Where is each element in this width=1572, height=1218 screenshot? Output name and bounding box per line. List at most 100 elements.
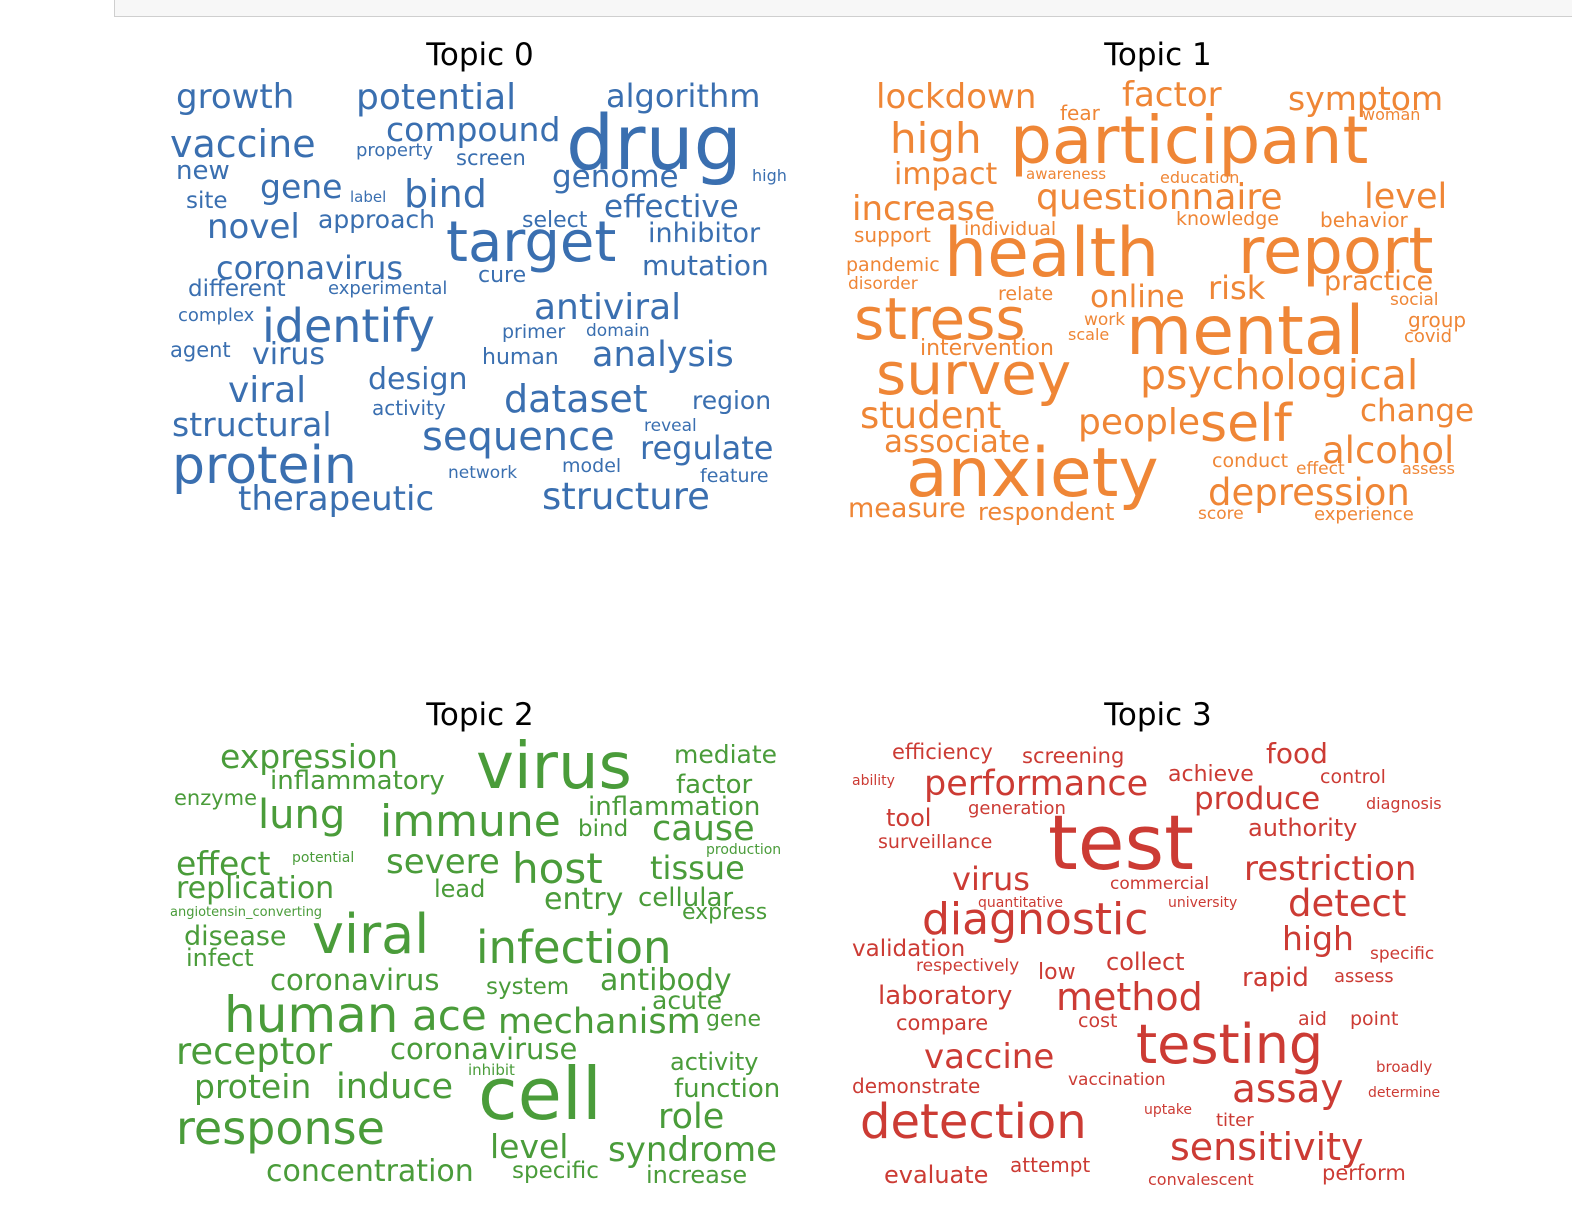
cloud-word: protein xyxy=(194,1067,312,1106)
cloud-word: different xyxy=(188,276,286,302)
cloud-word: growth xyxy=(176,77,295,117)
cloud-word: commercial xyxy=(1110,874,1210,894)
cloud-word: broadly xyxy=(1376,1058,1433,1076)
cloud-word: function xyxy=(674,1074,781,1104)
cloud-word: site xyxy=(186,188,228,214)
cloud-word: depression xyxy=(1208,471,1410,514)
cloud-word: increase xyxy=(852,189,996,229)
cloud-word: mental xyxy=(1126,292,1365,371)
cloud-word: lung xyxy=(258,792,346,838)
cloud-word: diagnosis xyxy=(1366,794,1442,813)
cloud-word: survey xyxy=(876,340,1072,408)
cloud-word: network xyxy=(448,463,518,483)
cloud-word: target xyxy=(446,210,617,275)
cloud-word: reveal xyxy=(644,416,697,436)
cloud-word: score xyxy=(1198,504,1244,524)
cloud-word: questionnaire xyxy=(1036,177,1283,218)
cloud-word: work xyxy=(1084,310,1126,330)
cloud-word: cost xyxy=(1078,1010,1118,1032)
cloud-word: level xyxy=(490,1127,569,1166)
cloud-word: regulate xyxy=(640,429,774,467)
cloud-word: ability xyxy=(852,773,895,789)
cloud-word: impact xyxy=(894,157,998,192)
cloud-word: psychological xyxy=(1140,351,1419,399)
cloud-word: anxiety xyxy=(906,434,1159,513)
cloud-word: demonstrate xyxy=(852,1074,981,1098)
cloud-word: test xyxy=(1048,798,1194,887)
cloud-word: practice xyxy=(1324,266,1434,297)
cloud-word: tissue xyxy=(650,849,745,887)
cloud-word: replication xyxy=(176,871,335,906)
cloud-word: assess xyxy=(1402,459,1455,478)
cloud-word: produce xyxy=(1194,781,1321,817)
cloud-word: vaccination xyxy=(1068,1070,1166,1090)
cloud-word: low xyxy=(1038,960,1076,985)
cloud-word: antiviral xyxy=(534,287,682,328)
cloud-word: angiotensin_converting xyxy=(170,905,323,920)
cloud-word: inhibit xyxy=(468,1061,515,1079)
cloud-word: syndrome xyxy=(608,1130,778,1170)
cloud-word: screening xyxy=(1022,744,1125,768)
cloud-word: structure xyxy=(542,475,710,518)
cloud-word: coronavirus xyxy=(216,249,404,287)
cloud-word: group xyxy=(1408,308,1467,332)
cloud-word: control xyxy=(1320,766,1386,788)
cloud-word: bind xyxy=(578,816,629,842)
cloud-word: factor xyxy=(676,770,753,800)
cloud-word: tool xyxy=(886,804,932,832)
cloud-word: bind xyxy=(404,172,487,216)
cloud-word: inflammation xyxy=(588,792,761,822)
cloud-word: respondent xyxy=(978,498,1115,526)
cloud-word: effect xyxy=(1296,459,1345,479)
cloud-word: detection xyxy=(860,1094,1087,1150)
cloud-word: screen xyxy=(456,146,526,170)
cloud-word: viral xyxy=(312,903,430,966)
cloud-word: entry xyxy=(544,882,624,917)
cloud-word: mutation xyxy=(642,249,769,282)
cloud-word: human xyxy=(482,345,559,370)
cloud-word: specific xyxy=(1370,944,1435,964)
cloud-word: structural xyxy=(172,405,332,444)
cloud-word: system xyxy=(486,974,570,1000)
cloud-word: host xyxy=(512,844,603,893)
cloud-word: virus xyxy=(252,337,326,372)
cloud-word: experience xyxy=(1314,504,1414,525)
cloud-word: efficiency xyxy=(892,740,993,764)
cloud-word: uptake xyxy=(1144,1102,1193,1118)
topic-title: Topic 0 xyxy=(426,37,534,73)
cloud-word: convalescent xyxy=(1148,1170,1254,1189)
cloud-word: genome xyxy=(552,159,679,195)
cloud-word: measure xyxy=(848,493,966,524)
cloud-word: coronavirus xyxy=(270,963,440,997)
cloud-word: change xyxy=(1360,393,1475,429)
cloud-word: performance xyxy=(924,764,1149,804)
cloud-word: validation xyxy=(852,936,966,962)
cloud-word: level xyxy=(1364,177,1448,217)
cloud-word: diagnostic xyxy=(922,894,1149,945)
cloud-word: viral xyxy=(228,370,307,411)
cloud-word: woman xyxy=(1362,105,1421,124)
cloud-word: enzyme xyxy=(174,786,258,810)
cloud-word: disease xyxy=(184,921,287,952)
notebook-cell-border xyxy=(114,0,1572,17)
cloud-word: infection xyxy=(476,921,672,974)
topic-title: Topic 2 xyxy=(426,697,534,733)
cloud-word: fear xyxy=(1060,101,1100,125)
cloud-word: agent xyxy=(170,338,231,362)
cloud-word: potential xyxy=(356,77,517,118)
cloud-word: potential xyxy=(292,850,355,866)
topic-title: Topic 1 xyxy=(1104,37,1212,73)
cloud-word: respectively xyxy=(916,956,1020,976)
cloud-word: protein xyxy=(172,436,357,496)
cloud-word: knowledge xyxy=(1176,208,1279,230)
cloud-word: pandemic xyxy=(846,254,940,276)
cloud-word: express xyxy=(682,900,768,925)
cloud-word: activity xyxy=(372,396,446,420)
cloud-word: coronaviruse xyxy=(390,1032,578,1066)
cloud-word: testing xyxy=(1136,1013,1324,1076)
cloud-word: self xyxy=(1200,394,1292,454)
cloud-word: attempt xyxy=(1010,1153,1091,1177)
cloud-word: determine xyxy=(1368,1085,1441,1101)
cloud-word: gene xyxy=(260,167,343,206)
cloud-word: titer xyxy=(1216,1110,1254,1131)
